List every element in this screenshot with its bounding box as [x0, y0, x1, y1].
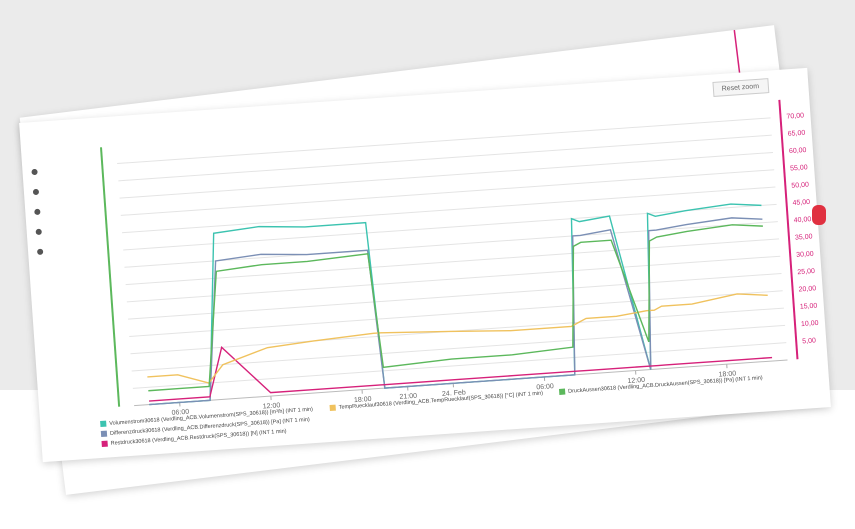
- reset-zoom-button[interactable]: [712, 78, 770, 97]
- legend-swatch: [100, 420, 107, 428]
- y-tick-label: 65,00: [788, 130, 806, 138]
- left-axis: [100, 147, 121, 407]
- y-tick-label: 10,00: [801, 320, 819, 328]
- legend-swatch: [101, 440, 108, 447]
- y-tick-label: 45,00: [792, 199, 810, 207]
- x-tick-label: 06:00: [171, 409, 189, 417]
- grid-line: [125, 238, 780, 286]
- x-tick-label: 12:00: [627, 377, 645, 385]
- series-line: [148, 224, 763, 392]
- toolbar: [31, 169, 44, 255]
- side-tab[interactable]: [812, 205, 826, 225]
- grid-line: [131, 324, 786, 372]
- reset-zoom-label[interactable]: Reset zoom: [722, 83, 760, 93]
- grid-line: [128, 272, 782, 320]
- series-line: [147, 293, 768, 384]
- grid-line: [124, 221, 778, 268]
- grid-line: [119, 151, 774, 199]
- y-tick-label: 30,00: [796, 251, 814, 259]
- y-tick-label: 60,00: [789, 147, 807, 155]
- y-tick-label: 55,00: [790, 164, 808, 172]
- legend-swatch: [329, 404, 336, 411]
- chart: Reset zoom 5,00 10,00 15,00 20,00 25,00 30,00…: [31, 78, 819, 447]
- x-tick-label: 24. Feb: [442, 389, 466, 398]
- grid-line: [117, 117, 771, 165]
- x-tick-label: 18:00: [718, 370, 736, 378]
- legend-swatch: [558, 388, 566, 395]
- x-tick-label: 18:00: [354, 396, 372, 404]
- y-tick-label: 40,00: [794, 216, 812, 224]
- y-tick-label: 20,00: [798, 285, 816, 293]
- series-line: [149, 217, 763, 406]
- grid-line: [129, 290, 783, 337]
- grid-line: [126, 255, 781, 303]
- right-axis: [778, 99, 799, 360]
- grid-line: [120, 169, 775, 216]
- front-card: Reset zoom 5,00 10,00 15,00 20,00 25,00 30,00…: [19, 67, 831, 463]
- legend-label: DruckAussen30618 (Verdling_ACB.DruckAuss…: [568, 375, 763, 395]
- y-tick-label: 70,00: [786, 112, 804, 120]
- grid-line: [123, 203, 777, 251]
- y-tick-label: 35,00: [795, 233, 813, 241]
- x-tick-label: 21:00: [399, 393, 417, 401]
- legend-swatch: [100, 430, 108, 438]
- y-tick-label: 25,00: [797, 268, 815, 276]
- y-tick-label: 5,00: [802, 337, 816, 345]
- grid-line: [121, 186, 776, 234]
- x-tick-label: 12:00: [263, 402, 281, 410]
- y-tick-label: 50,00: [791, 182, 809, 190]
- series-line: [149, 346, 773, 402]
- x-tick-label: 06:00: [536, 383, 554, 391]
- grid-line: [118, 134, 772, 182]
- y-tick-label: 15,00: [800, 303, 818, 311]
- grid-line: [132, 342, 787, 389]
